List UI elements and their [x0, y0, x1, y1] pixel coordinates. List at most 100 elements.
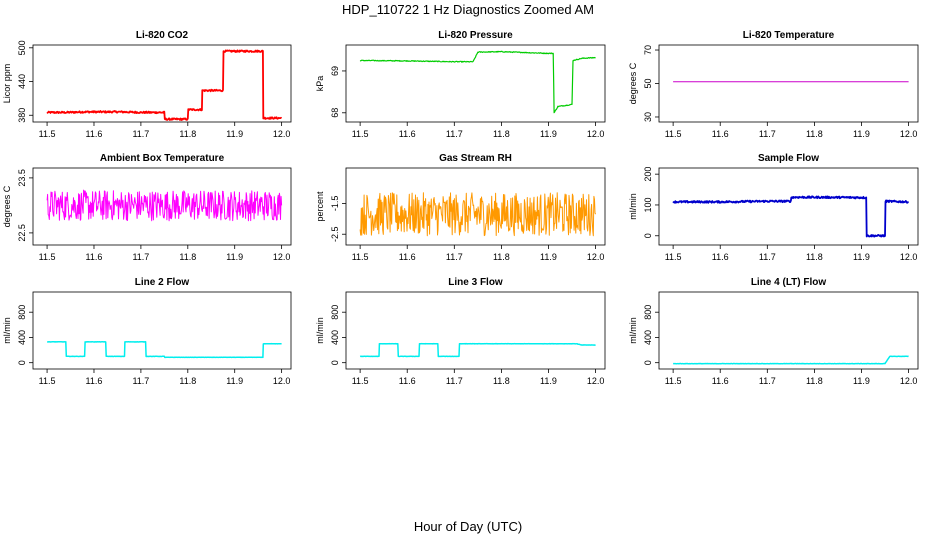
panel-8: Line 3 Flow ml/min 11.5 11.6 11.7 11.8 11.9 12.… — [315, 277, 606, 386]
x-tick-label: 11.5 — [352, 129, 369, 139]
plot-frame — [32, 291, 292, 370]
x-tick-label: 12.0 — [273, 376, 291, 386]
x-tick-label: 11.6 — [399, 129, 416, 139]
plot-frame — [345, 44, 606, 123]
x-tick-label: 11.6 — [399, 376, 416, 386]
series-line — [672, 355, 909, 365]
x-tick-label: 11.6 — [712, 252, 729, 262]
x-tick-label: 11.8 — [806, 129, 823, 139]
y-tick-label: 30 — [643, 112, 653, 122]
x-tick-label: 11.7 — [446, 252, 463, 262]
plot-frame — [658, 167, 919, 246]
y-tick-label: 400 — [17, 330, 27, 345]
x-tick-label: 11.9 — [853, 129, 870, 139]
x-tick-label: 11.9 — [226, 376, 243, 386]
x-tick-label: 11.6 — [86, 376, 103, 386]
y-tick-label: 100 — [643, 197, 653, 212]
y-tick-label: 23.5 — [17, 169, 27, 187]
plot-frame — [658, 291, 919, 370]
plot-frame — [32, 167, 292, 246]
x-tick-label: 11.5 — [352, 252, 369, 262]
x-tick-label: 11.5 — [665, 252, 682, 262]
y-tick-label: 200 — [643, 167, 653, 182]
panel-4: Ambient Box Temperature degrees C 11.5 11.6… — [2, 153, 292, 262]
x-tick-label: 11.6 — [399, 252, 416, 262]
x-tick-label: 12.0 — [587, 252, 605, 262]
y-tick-label: -2.5 — [330, 226, 340, 242]
plot-frame — [345, 167, 606, 246]
y-axis-label: degrees C — [628, 62, 638, 104]
x-tick-label: 11.5 — [665, 129, 682, 139]
y-axis-label: degrees C — [2, 185, 12, 227]
series-line — [46, 189, 283, 222]
y-axis-label: Licor ppm — [2, 64, 12, 104]
panels-group: Li-820 CO2 Licor ppm 11.5 11.6 11.7 11.8 11.9 1… — [2, 30, 919, 386]
x-tick-label: 11.9 — [853, 376, 870, 386]
y-axis-label: ml/min — [628, 193, 638, 220]
x-tick-label: 11.8 — [179, 376, 196, 386]
x-tick-label: 11.7 — [132, 252, 149, 262]
x-tick-label: 11.9 — [226, 129, 243, 139]
x-tick-label: 11.8 — [179, 129, 196, 139]
y-tick-label: 440 — [17, 74, 27, 89]
panel-title: Li-820 Temperature — [743, 30, 835, 41]
panel-title: Gas Stream RH — [439, 153, 512, 164]
x-tick-label: 11.6 — [86, 129, 103, 139]
x-tick-label: 12.0 — [587, 129, 605, 139]
x-tick-label: 11.6 — [712, 376, 729, 386]
panel-1: Li-820 CO2 Licor ppm 11.5 11.6 11.7 11.8 11.9 1… — [2, 30, 292, 139]
y-tick-label: 69 — [330, 66, 340, 76]
x-tick-label: 11.8 — [806, 252, 823, 262]
panel-title: Li-820 CO2 — [136, 30, 189, 41]
x-tick-label: 11.5 — [352, 376, 369, 386]
x-tick-label: 11.8 — [493, 376, 510, 386]
x-tick-label: 11.9 — [540, 252, 557, 262]
panel-3: Li-820 Temperature degrees C 11.5 11.6 11.7 1… — [628, 30, 919, 139]
x-tick-label: 12.0 — [900, 252, 918, 262]
y-tick-label: -1.5 — [330, 196, 340, 212]
x-tick-label: 11.7 — [759, 129, 776, 139]
x-axis-label: Hour of Day (UTC) — [414, 519, 522, 534]
x-tick-label: 12.0 — [273, 252, 291, 262]
x-tick-label: 11.5 — [665, 376, 682, 386]
x-tick-label: 11.5 — [39, 376, 56, 386]
y-tick-label: 0 — [643, 360, 653, 365]
panel-5: Gas Stream RH percent 11.5 11.6 11.7 11.8 11.9… — [315, 153, 606, 262]
panel-9: Line 4 (LT) Flow ml/min 11.5 11.6 11.7 11.8 11… — [628, 277, 919, 386]
series-line — [359, 342, 596, 358]
panel-title: Ambient Box Temperature — [100, 153, 225, 164]
panel-7: Line 2 Flow ml/min 11.5 11.6 11.7 11.8 11.9 12.… — [2, 277, 292, 386]
x-tick-label: 11.6 — [86, 252, 103, 262]
y-tick-label: 0 — [643, 233, 653, 238]
x-tick-label: 12.0 — [587, 376, 605, 386]
series-line — [46, 340, 282, 359]
x-tick-label: 11.7 — [132, 129, 149, 139]
series-line — [359, 50, 596, 114]
x-tick-label: 11.8 — [493, 129, 510, 139]
x-tick-label: 11.9 — [226, 252, 243, 262]
x-tick-label: 11.8 — [806, 376, 823, 386]
x-tick-label: 11.7 — [446, 376, 463, 386]
y-tick-label: 400 — [643, 330, 653, 345]
panel-6: Sample Flow ml/min 11.5 11.6 11.7 11.8 11.9 12.… — [628, 153, 919, 262]
y-tick-label: 800 — [330, 305, 340, 320]
series-line — [46, 49, 283, 121]
x-tick-label: 11.5 — [39, 252, 56, 262]
x-tick-label: 12.0 — [273, 129, 291, 139]
plot-frame — [658, 44, 919, 123]
x-tick-label: 11.7 — [759, 252, 776, 262]
plot-frame — [345, 291, 606, 370]
panel-title: Li-820 Pressure — [438, 30, 513, 41]
y-tick-label: 380 — [17, 108, 27, 123]
y-tick-label: 50 — [643, 78, 653, 88]
y-tick-label: 68 — [330, 108, 340, 118]
x-tick-label: 11.7 — [446, 129, 463, 139]
x-tick-label: 12.0 — [900, 129, 918, 139]
y-tick-label: 500 — [17, 40, 27, 55]
panel-2: Li-820 Pressure kPa 11.5 11.6 11.7 11.8 11.9 12… — [315, 30, 606, 139]
y-tick-label: 800 — [17, 305, 27, 320]
y-tick-label: 70 — [643, 45, 653, 55]
y-tick-label: 22.5 — [17, 224, 27, 242]
y-axis-label: percent — [315, 191, 325, 222]
